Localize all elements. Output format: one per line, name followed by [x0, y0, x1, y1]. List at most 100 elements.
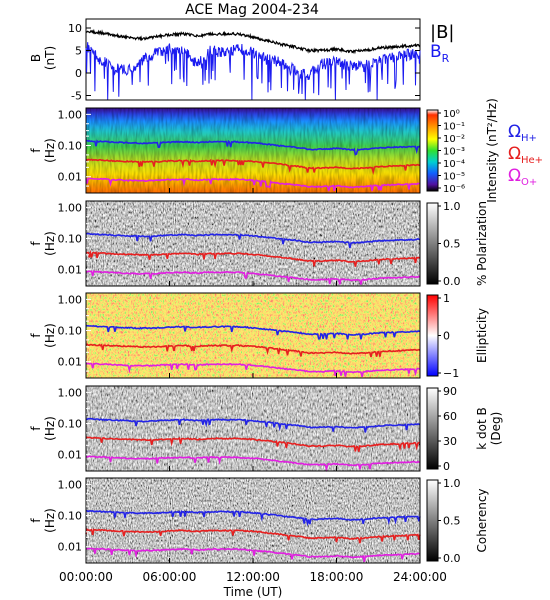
- kdotb-ylabel-unit: (Hz): [43, 416, 57, 441]
- spectrogram-panels: 1.000.100.01f (Hz)10⁰10⁻¹10⁻²10⁻³10⁻⁴10⁻⁵…: [29, 98, 503, 565]
- panel-kdotb: 1.00 0.10 0.01 f (Hz) 90 60 30 0 k dot B (Deg): [29, 385, 503, 473]
- x-tick-label: 00:00:00: [59, 570, 113, 584]
- intensity-colorbar-tick-label: 10⁻⁵: [443, 172, 465, 183]
- b-ytick-label: 0: [75, 67, 82, 80]
- x-axis-tick-labels: 00:00:00 06:00:00 12:00:00 18:00:00 24:00:00: [59, 570, 447, 584]
- polarization-colorbar: [426, 202, 439, 285]
- ellipticity-colorbar-label: Ellipticity: [475, 308, 489, 363]
- kdotb-colorbar-tick-label: 30: [443, 435, 457, 448]
- coherency-colorbar: [426, 479, 439, 562]
- coherency-colorbar-tick-label: 1.0: [443, 477, 461, 490]
- polarization-colorbar-tick-label: 1.0: [443, 200, 461, 213]
- b-field-panel: 10 5 0 -5 B (nT): [29, 18, 421, 103]
- ellipticity-gyro-line-h-plus: [85, 324, 421, 340]
- ellipticity-ylabel-main: f: [29, 333, 43, 338]
- x-axis-label: Time (UT): [223, 585, 283, 599]
- b-field-legend: |B| BR: [430, 22, 454, 65]
- coherency-colorbar-tick-label: 0.0: [443, 552, 461, 565]
- b-field-ylabel-unit: (nT): [43, 46, 57, 70]
- coherency-colorbar-tick-label: 0.5: [443, 515, 461, 528]
- b-ytick-label: 10: [68, 22, 82, 35]
- coherency-ylabel-main: f: [29, 518, 43, 523]
- polarization-colorbar-tick-label: 0.5: [443, 238, 461, 251]
- intensity-colorbar-tick-label: 10⁻¹: [443, 122, 465, 133]
- b-ytick-label: -5: [71, 90, 82, 103]
- intensity-ylabel-unit: (Hz): [43, 138, 57, 163]
- legend-omega-h-plus: ΩH+: [508, 122, 537, 144]
- kdotb-colorbar-tick-label: 0: [443, 460, 450, 473]
- polarization-ytick-label: 0.01: [58, 264, 83, 277]
- intensity-ytick-label: 1.00: [58, 108, 83, 121]
- ellipticity-colorbar: [426, 294, 439, 377]
- x-tick-label: 18:00:00: [310, 570, 364, 584]
- legend-b-r: BR: [430, 42, 450, 65]
- intensity-colorbar-tick-label: 10⁻³: [443, 147, 465, 158]
- b-ytick-label: 5: [75, 45, 82, 58]
- ellipticity-ytick-label: 0.01: [58, 356, 83, 369]
- ellipticity-colorbar-tick-label: −1: [443, 367, 459, 380]
- b-field-ylabel-main: B: [29, 54, 43, 62]
- intensity-ytick-label: 0.10: [58, 140, 83, 153]
- x-tick-label: 06:00:00: [143, 570, 197, 584]
- kdotb-colorbar-tick-label: 60: [443, 410, 457, 423]
- legend-b-total: |B|: [430, 22, 454, 43]
- ellipticity-spectrogram-image: [86, 293, 420, 378]
- gyrofrequency-legend: ΩH+ ΩHe+ ΩO+: [508, 122, 543, 188]
- b-field-y-ticks: 10 5 0 -5: [68, 22, 420, 103]
- polarization-ylabel-unit: (Hz): [43, 231, 57, 256]
- intensity-ylabel-main: f: [29, 148, 43, 153]
- coherency-gyro-line-o-plus: [85, 547, 421, 562]
- ellipticity-gyro-line-he-plus: [85, 343, 421, 358]
- coherency-ylabel-unit: (Hz): [43, 508, 57, 533]
- b-total-series-line: [85, 28, 421, 55]
- kdotb-ylabel-main: f: [29, 426, 43, 431]
- polarization-spectrogram-image: [86, 201, 420, 286]
- coherency-ytick-label: 1.00: [58, 478, 83, 491]
- panel-intensity: 1.00 0.10 0.01 f (Hz) 10⁰ 10⁻¹10⁻² 10⁻³10⁻⁴ 10⁻⁵…: [29, 98, 499, 203]
- ellipticity-colorbar-tick-label: 1: [443, 292, 450, 305]
- panel-polarization: 1.00 0.10 0.01 f (Hz) 1.0 0.5 0.0 % Polarization: [29, 200, 489, 288]
- intensity-colorbar-label: Intensity (nT²/Hz): [485, 98, 499, 203]
- polarization-gyro-line-he-plus: [85, 249, 421, 267]
- intensity-gyro-line-h-plus: [85, 139, 421, 156]
- intensity-ytick-label: 0.01: [58, 171, 83, 184]
- coherency-gyro-line-h-plus: [85, 509, 421, 527]
- coherency-colorbar-label: Coherency: [475, 488, 489, 552]
- polarization-ylabel-main: f: [29, 241, 43, 246]
- legend-omega-o-plus: ΩO+: [508, 166, 537, 188]
- x-tick-label: 12:00:00: [226, 570, 280, 584]
- ellipticity-colorbar-tick-label: 0: [443, 330, 450, 343]
- ellipticity-gyro-line-o-plus: [85, 362, 421, 377]
- polarization-ytick-label: 1.00: [58, 201, 83, 214]
- intensity-gyro-line-he-plus: [85, 158, 420, 176]
- panel-ellipticity: 1.00 0.10 0.01 f (Hz) 1 0 −1 Ellipticity: [29, 292, 489, 380]
- kdotb-colorbar-label-unit: (Deg): [489, 412, 503, 446]
- ellipticity-ytick-label: 1.00: [58, 293, 83, 306]
- kdotb-colorbar: [426, 387, 439, 470]
- coherency-ytick-label: 0.10: [58, 510, 83, 523]
- kdotb-gyro-line-h-plus: [85, 417, 421, 433]
- kdotb-ytick-label: 0.01: [58, 449, 83, 462]
- polarization-ytick-label: 0.10: [58, 233, 83, 246]
- kdotb-ytick-label: 1.00: [58, 386, 83, 399]
- coherency-gyro-line-he-plus: [85, 528, 421, 544]
- chart-title: ACE Mag 2004-234: [185, 2, 319, 18]
- intensity-gyro-line-o-plus: [85, 177, 420, 192]
- polarization-gyro-line-h-plus: [86, 232, 421, 249]
- x-tick-label: 24:00:00: [393, 570, 447, 584]
- legend-omega-he-plus: ΩHe+: [508, 144, 543, 166]
- intensity-colorbar-tick-label: 10⁻⁶: [443, 184, 465, 195]
- kdotb-colorbar-label: k dot B: [475, 407, 489, 449]
- intensity-spectrogram-texture: [86, 108, 420, 193]
- polarization-colorbar-label: % Polarization: [475, 201, 489, 286]
- polarization-gyro-line-o-plus: [85, 270, 421, 285]
- panel-coherency: 1.00 0.10 0.01 f (Hz) 1.0 0.5 0.0 Coherency: [29, 477, 489, 565]
- intensity-colorbar: [426, 109, 439, 192]
- intensity-colorbar-tick-label: 10⁻²: [443, 134, 465, 145]
- ellipticity-ytick-label: 0.10: [58, 325, 83, 338]
- b-r-series-line: [85, 42, 421, 100]
- kdotb-colorbar-tick-label: 90: [443, 385, 457, 398]
- ellipticity-ylabel-unit: (Hz): [43, 323, 57, 348]
- coherency-ytick-label: 0.01: [58, 541, 83, 554]
